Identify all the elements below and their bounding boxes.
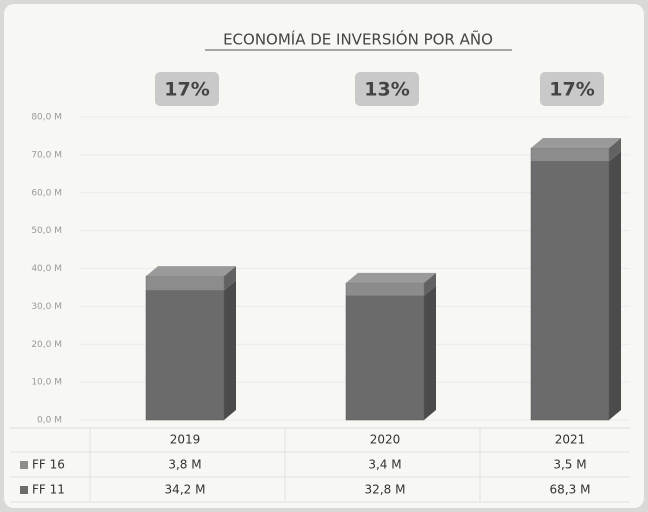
bar-side — [609, 151, 621, 420]
bar-top — [346, 272, 436, 283]
x-tick-label: 2020 — [370, 433, 401, 447]
x-tick-label: 2021 — [555, 433, 586, 447]
annotation: 17% — [549, 79, 594, 101]
bar-side — [424, 272, 436, 296]
data-label: 32,8 M — [365, 483, 406, 497]
bar — [530, 147, 610, 162]
data-label: 3,8 M — [168, 458, 201, 472]
bar-side — [224, 266, 236, 291]
bar — [345, 282, 425, 297]
y-tick-label: 30,0 M — [31, 302, 62, 312]
y-tick-label: 20,0 M — [31, 340, 62, 350]
y-tick-label: 0,0 M — [37, 416, 62, 426]
annotation-box — [540, 72, 604, 106]
y-tick-label: 70,0 M — [31, 150, 62, 160]
bar — [345, 295, 425, 421]
y-tick-label: 50,0 M — [31, 226, 62, 236]
bar-side — [424, 285, 436, 420]
chart-title: ECONOMÍA DE INVERSIÓN POR AÑO — [223, 30, 493, 49]
data-label: 3,5 M — [553, 458, 586, 472]
bar-side — [609, 138, 621, 162]
annotation-box — [355, 72, 419, 106]
legend-swatch — [20, 461, 28, 469]
bar-top — [531, 138, 621, 149]
y-tick-label: 40,0 M — [31, 264, 62, 274]
legend-label: FF 16 — [32, 458, 65, 472]
bar-side — [224, 280, 236, 420]
x-tick-label: 2019 — [170, 433, 201, 447]
bar — [145, 290, 225, 421]
legend-label: FF 11 — [32, 483, 65, 497]
annotation: 17% — [164, 79, 209, 101]
y-tick-label: 80,0 M — [31, 113, 62, 123]
bar — [145, 275, 225, 291]
data-label: 3,4 M — [368, 458, 401, 472]
data-label: 34,2 M — [165, 483, 206, 497]
bar — [530, 161, 610, 421]
y-tick-label: 60,0 M — [31, 188, 62, 198]
bar-top — [146, 266, 236, 277]
annotation-box — [155, 72, 219, 106]
y-tick-label: 10,0 M — [31, 378, 62, 388]
data-label: 68,3 M — [550, 483, 591, 497]
legend-swatch — [20, 486, 28, 494]
annotation: 13% — [364, 79, 409, 101]
